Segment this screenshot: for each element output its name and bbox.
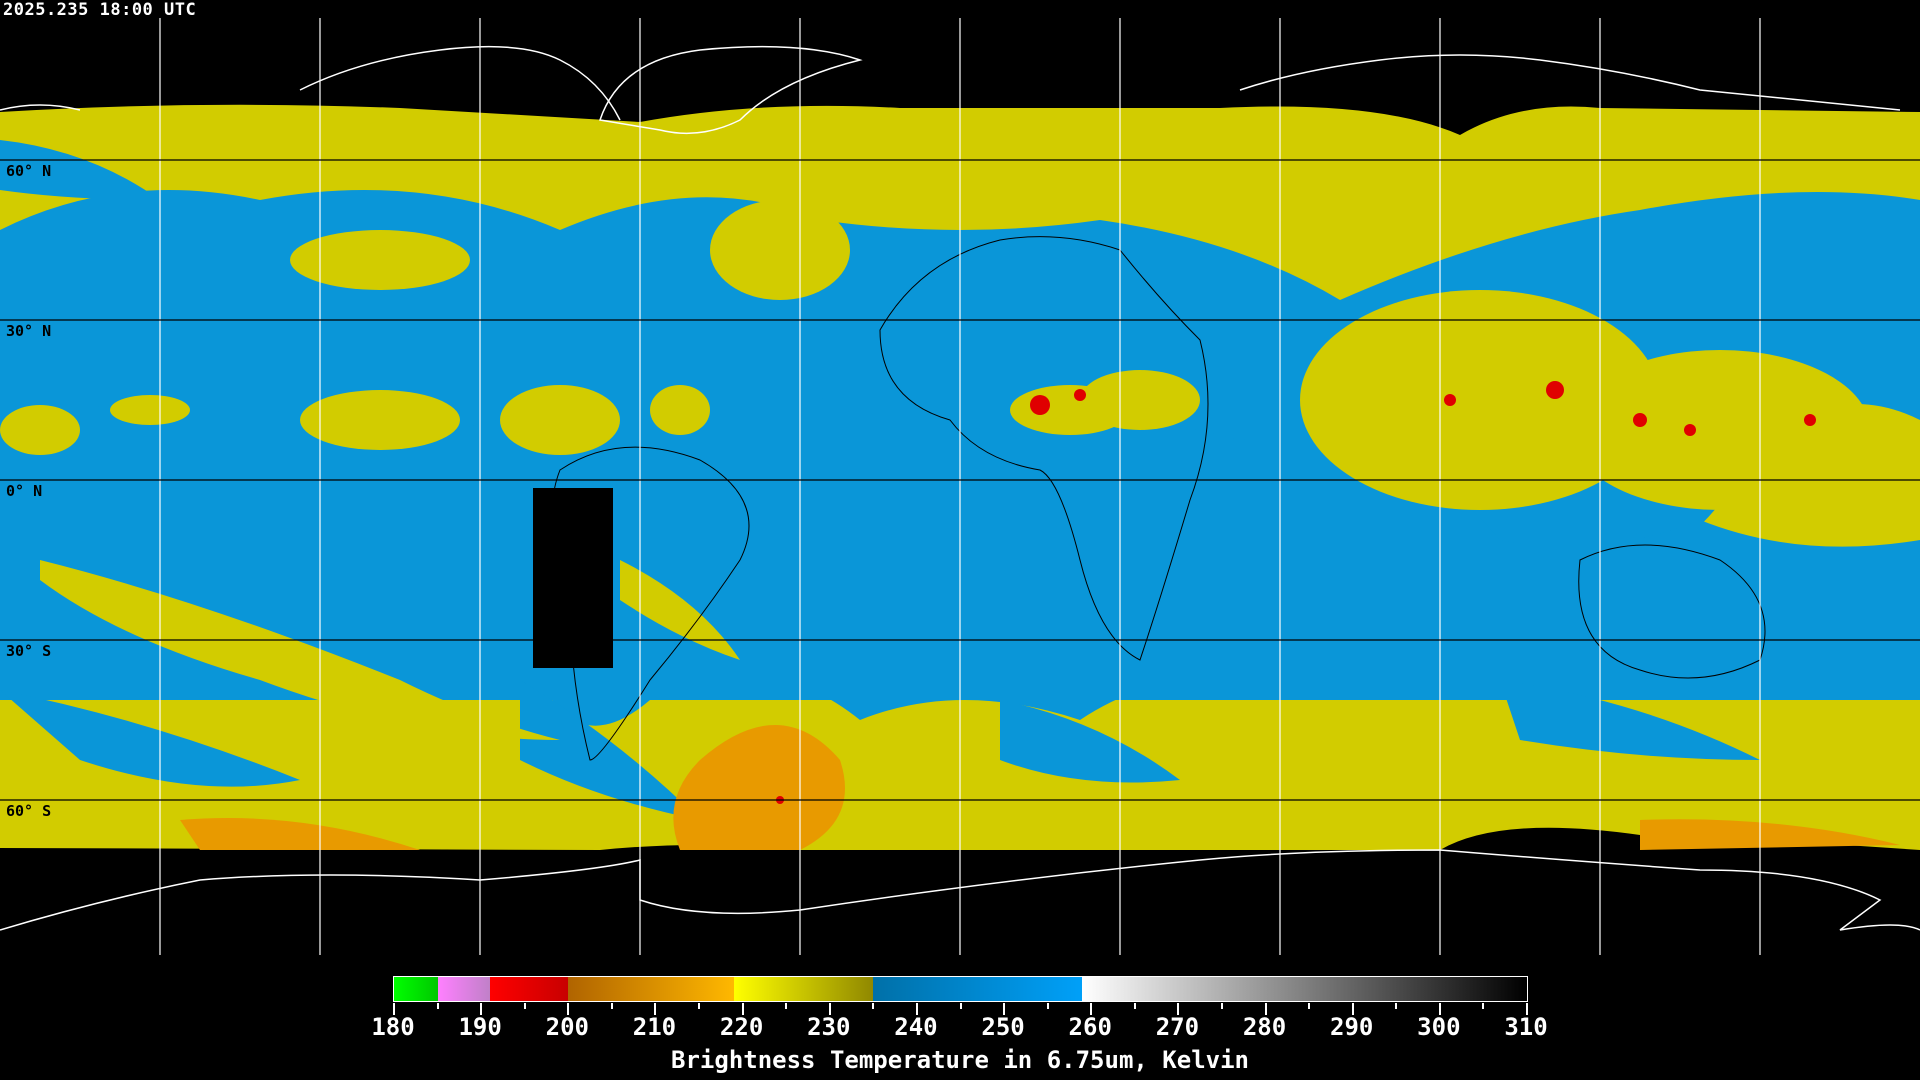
colorbar-tick: [1046, 1003, 1049, 1009]
colorbar-tick: [1482, 1003, 1485, 1009]
colorbar-tick: [698, 1003, 701, 1009]
colorbar-tick: [785, 1003, 788, 1009]
colorbar-tick: [1177, 1003, 1180, 1015]
lat-label: 30° S: [6, 642, 52, 660]
colorbar-tick: [654, 1003, 657, 1015]
polar-coastlines: [0, 45, 1920, 931]
colorbar-tick: [1133, 1003, 1136, 1009]
colorbar-tick: [1003, 1003, 1006, 1015]
water-vapor-map: [0, 18, 1920, 955]
colorbar-tick: [393, 1003, 395, 1015]
colorbar-tick-label: 310: [1504, 1013, 1548, 1041]
colorbar-segment: [489, 977, 569, 1001]
lat-label: 0° N: [6, 482, 43, 500]
colorbar-tick: [610, 1003, 613, 1009]
colorbar-tick: [480, 1003, 483, 1015]
colorbar-segment: [1082, 977, 1527, 1001]
colorbar-tick-label: 190: [458, 1013, 502, 1041]
lat-lon-grid: [0, 18, 1920, 955]
colorbar-tick-label: 220: [719, 1013, 764, 1041]
colorbar-tick: [1438, 1003, 1441, 1015]
convective-clouds: [0, 200, 1870, 740]
colorbar-tick-label: 240: [894, 1013, 938, 1041]
colorbar-tick-label: 280: [1242, 1013, 1287, 1041]
lat-label: 30° N: [6, 322, 52, 340]
colorbar-tick: [1264, 1003, 1267, 1015]
colorbar-tick: [436, 1003, 439, 1009]
colorbar-tick-label: 210: [632, 1013, 677, 1041]
colorbar-tick: [915, 1003, 918, 1015]
colorbar-tick: [959, 1003, 962, 1009]
colorbar-tick: [1526, 1003, 1528, 1015]
colorbar-tick: [872, 1003, 875, 1009]
colorbar-segment: [733, 977, 874, 1001]
colorbar-segment: [394, 977, 438, 1001]
colorbar-tick: [1395, 1003, 1398, 1009]
colorbar-tick-label: 250: [981, 1013, 1025, 1041]
colorbar-segment: [873, 977, 1083, 1001]
colorbar-tick-label: 230: [807, 1013, 851, 1041]
missing-data-block: [533, 488, 613, 668]
colorbar-segment: [437, 977, 490, 1001]
lat-label: 60° N: [6, 162, 52, 180]
colorbar-tick-label: 260: [1068, 1013, 1112, 1041]
colorbar-tick: [828, 1003, 831, 1015]
colorbar: [393, 976, 1528, 1002]
colorbar-tick: [1308, 1003, 1311, 1009]
colorbar-segment: [568, 977, 734, 1001]
lat-label: 60° S: [6, 802, 52, 820]
colorbar-tick-label: 300: [1417, 1013, 1461, 1041]
colorbar-tick: [1351, 1003, 1354, 1015]
colorbar-tick: [523, 1003, 526, 1009]
colorbar-tick-label: 180: [371, 1013, 415, 1041]
cold-cloud-tops: [180, 381, 1900, 850]
colorbar-tick: [1090, 1003, 1093, 1015]
timestamp: 2025.235 18:00 UTC: [3, 0, 197, 20]
colorbar-title: Brightness Temperature in 6.75um, Kelvin: [671, 1046, 1249, 1074]
colorbar-tick-label: 290: [1330, 1013, 1374, 1041]
colorbar-tick: [741, 1003, 744, 1015]
colorbar-tick: [567, 1003, 570, 1015]
colorbar-tick-label: 200: [545, 1013, 589, 1041]
colorbar-tick: [1220, 1003, 1223, 1009]
colorbar-tick-label: 270: [1155, 1013, 1200, 1041]
